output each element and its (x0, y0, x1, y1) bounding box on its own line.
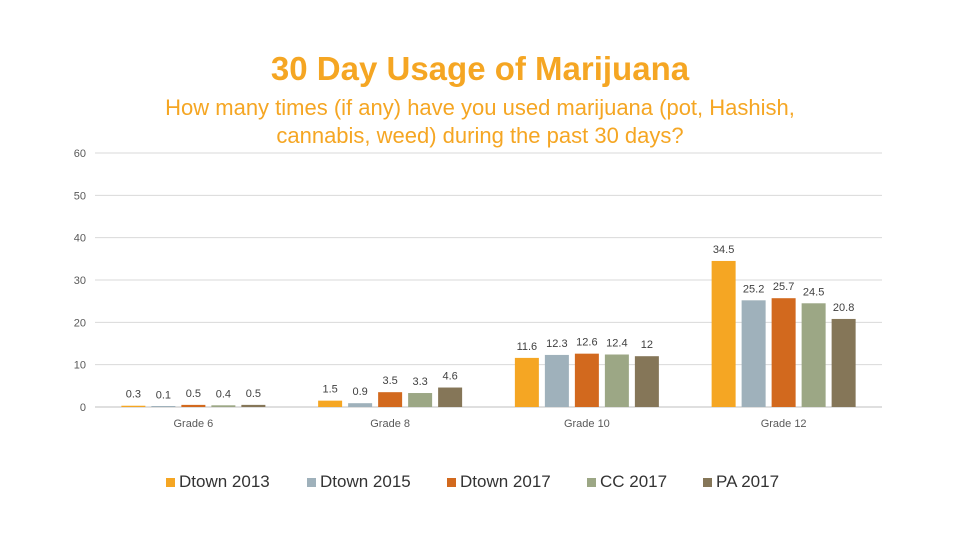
y-tick-label: 60 (74, 148, 86, 160)
x-tick-label: Grade 6 (174, 418, 214, 430)
data-label: 3.5 (382, 375, 397, 387)
chart-title: 30 Day Usage of Marijuana (270, 50, 690, 87)
bar (574, 353, 599, 407)
x-tick-label: Grade 12 (761, 418, 807, 430)
bar (801, 303, 826, 407)
y-axis-ticks: 0 10 20 30 40 50 60 (74, 148, 86, 414)
bar (181, 404, 206, 407)
legend: Dtown 2013 Dtown 2015 Dtown 2017 CC 2017… (0, 472, 960, 494)
data-label: 12.3 (546, 338, 567, 350)
x-tick-label: Grade 8 (370, 418, 410, 430)
y-tick-label: 50 (74, 190, 86, 202)
data-label: 25.7 (773, 281, 794, 293)
legend-swatch (307, 477, 316, 487)
bar (604, 354, 629, 407)
legend-item-dtown-2013: Dtown 2013 (166, 472, 270, 492)
legend-label: Dtown 2015 (320, 472, 411, 491)
bar (241, 404, 266, 407)
bar (438, 387, 463, 407)
legend-label: PA 2017 (716, 472, 780, 491)
data-label: 25.2 (743, 283, 764, 295)
data-label: 0.3 (126, 389, 141, 401)
data-labels: 0.3 0.1 0.5 0.4 0.5 1.5 0.9 3.5 3.3 4.6 11.6 12.3 12… (126, 244, 855, 402)
data-label: 20.8 (833, 302, 854, 314)
bar (318, 400, 343, 407)
bar (121, 405, 146, 407)
x-axis-ticks: Grade 6 Grade 8 Grade 10 Grade 12 (174, 418, 807, 430)
data-label: 24.5 (803, 286, 824, 298)
legend-swatch (447, 477, 456, 487)
legend-swatch (703, 477, 712, 487)
chart-subtitle: How many times (if any) have you used ma… (165, 95, 795, 148)
data-label: 34.5 (713, 244, 734, 256)
legend-label: Dtown 2013 (179, 472, 270, 491)
data-label: 0.5 (246, 388, 261, 400)
bar (544, 354, 569, 407)
y-tick-label: 40 (74, 233, 86, 245)
legend-item-dtown-2015: Dtown 2015 (307, 472, 411, 492)
legend-label: Dtown 2017 (460, 472, 551, 491)
gridlines (95, 152, 882, 408)
data-label: 0.4 (216, 388, 231, 400)
bar (151, 406, 176, 407)
y-tick-label: 20 (74, 317, 86, 329)
legend-item-dtown-2017: Dtown 2017 (447, 472, 551, 492)
data-label: 0.9 (352, 386, 367, 398)
bar (741, 300, 766, 407)
y-tick-label: 30 (74, 275, 86, 287)
bar (634, 356, 659, 407)
data-label: 12 (641, 339, 653, 351)
y-tick-label: 10 (74, 360, 86, 372)
legend-label: CC 2017 (600, 472, 668, 491)
legend-swatch (166, 477, 175, 487)
legend-item-cc-2017: CC 2017 (587, 472, 667, 492)
data-label: 0.1 (156, 390, 171, 402)
bar (408, 393, 433, 407)
data-label: 3.3 (412, 376, 427, 388)
data-label: 1.5 (322, 384, 337, 396)
bar (771, 298, 796, 407)
data-label: 11.6 (517, 341, 538, 353)
x-tick-label: Grade 10 (564, 418, 610, 430)
bar (514, 357, 539, 407)
bar (211, 405, 236, 407)
data-label: 12.6 (576, 337, 597, 349)
bar (378, 392, 403, 407)
bar (831, 318, 856, 407)
bar (711, 260, 736, 407)
bars (121, 260, 856, 407)
legend-swatch (587, 477, 596, 487)
data-label: 0.5 (186, 388, 201, 400)
data-label: 4.6 (442, 371, 457, 383)
data-label: 12.4 (606, 338, 627, 350)
y-tick-label: 0 (80, 402, 86, 414)
bar (348, 403, 373, 407)
legend-item-pa-2017: PA 2017 (703, 472, 779, 492)
